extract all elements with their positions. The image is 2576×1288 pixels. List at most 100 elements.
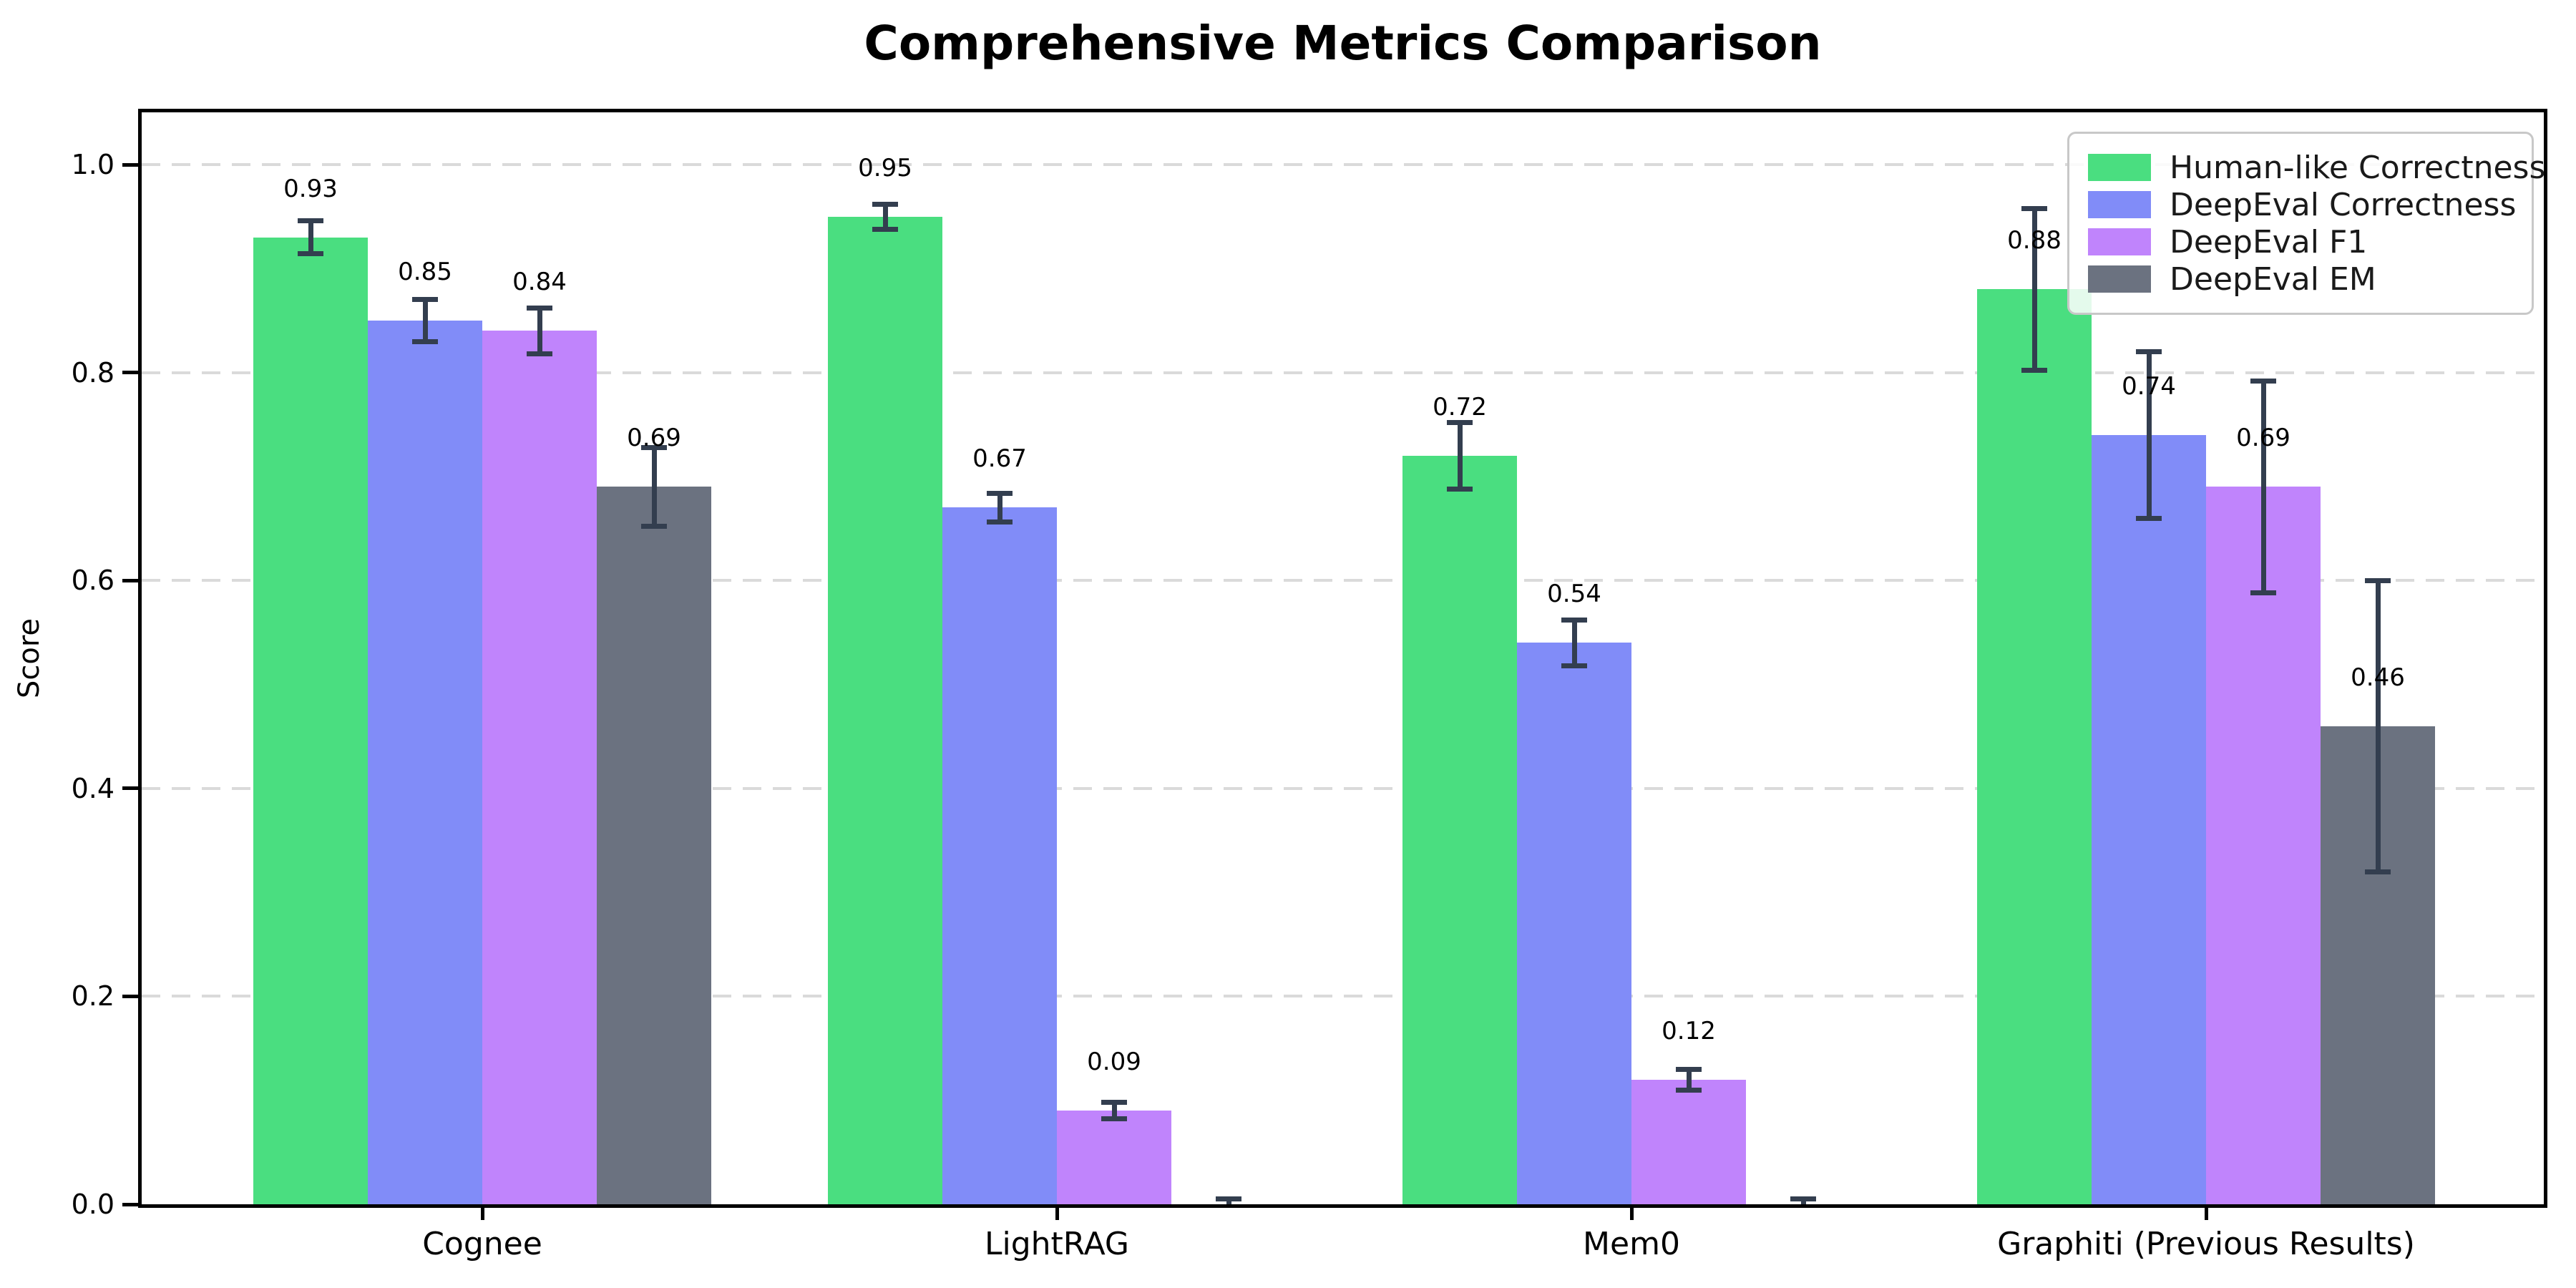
y-gridline	[142, 371, 2544, 374]
bar	[1057, 1111, 1171, 1204]
legend-entry-label: DeepEval EM	[2170, 260, 2376, 298]
error-bar-cap-top	[872, 201, 898, 207]
legend: Human-like Correctness DeepEval Correctne…	[2067, 132, 2545, 315]
error-bar-cap-top	[987, 490, 1013, 496]
bar	[1517, 643, 1631, 1204]
bar-value-label: 0.09	[1087, 1048, 1141, 1077]
error-bar-cap-bottom	[2250, 590, 2276, 596]
y-tick-label: 0.4	[71, 772, 114, 804]
error-bar	[1571, 620, 1577, 666]
bar	[1402, 455, 1517, 1204]
error-bar-cap-bottom	[641, 524, 667, 530]
legend-entry-label: Human-like Correctness	[2170, 149, 2546, 186]
error-bar-cap-top	[1101, 1100, 1127, 1106]
legend-entry: DeepEval Correctness	[2088, 187, 2516, 223]
error-bar	[651, 447, 657, 527]
error-bar	[2031, 208, 2037, 371]
error-bar	[882, 204, 888, 230]
legend-entry: DeepEval F1	[2088, 223, 2513, 260]
error-bar-cap-top	[2136, 349, 2162, 355]
bar	[482, 331, 597, 1204]
x-tick-mark	[1055, 1204, 1059, 1220]
y-tick-mark	[122, 578, 138, 582]
error-bar	[1800, 1199, 1806, 1204]
error-bar-cap-top	[2365, 577, 2391, 583]
chart-title: Comprehensive Metrics Comparison	[864, 16, 1822, 71]
error-bar-cap-bottom	[527, 351, 552, 356]
x-tick-mark	[1629, 1204, 1634, 1220]
bar-value-label: 0.46	[2351, 663, 2405, 692]
error-bar-cap-top	[1447, 419, 1473, 425]
y-tick-mark	[122, 162, 138, 167]
error-bar-cap-bottom	[1101, 1116, 1127, 1122]
y-tick-label: 0.0	[71, 1189, 114, 1220]
bar	[942, 507, 1057, 1204]
bar	[1631, 1079, 1746, 1204]
error-bar-cap-top	[1216, 1196, 1241, 1202]
y-tick-mark	[122, 786, 138, 791]
error-bar-cap-bottom	[298, 251, 323, 257]
error-bar-cap-top	[1790, 1196, 1816, 1202]
legend-swatch	[2088, 191, 2151, 218]
x-tick-label: Mem0	[1583, 1226, 1680, 1262]
bar	[253, 237, 368, 1204]
bar-value-label: 0.69	[2236, 424, 2290, 453]
error-bar	[308, 220, 313, 254]
error-bar-cap-bottom	[2021, 368, 2047, 374]
bar	[368, 320, 482, 1204]
bar-value-label: 0.88	[2007, 226, 2062, 255]
error-bar	[1226, 1199, 1231, 1204]
error-bar	[997, 493, 1002, 522]
legend-entry: DeepEval EM	[2088, 260, 2513, 298]
y-gridline	[142, 163, 2544, 166]
legend-swatch	[2088, 265, 2151, 293]
bar	[2092, 434, 2206, 1204]
bar	[2206, 487, 2321, 1204]
y-tick-label: 0.2	[71, 980, 114, 1013]
error-bar-cap-top	[527, 306, 552, 311]
x-tick-label: Graphiti (Previous Results)	[1997, 1226, 2415, 1262]
bar-value-label: 0.74	[2122, 371, 2176, 401]
legend-entry-label: DeepEval F1	[2170, 223, 2368, 260]
error-bar	[422, 299, 428, 341]
error-bar-cap-bottom	[1561, 663, 1587, 668]
bar-value-label: 0.12	[1662, 1016, 1716, 1045]
error-bar-cap-bottom	[872, 226, 898, 232]
error-bar-cap-top	[641, 444, 667, 450]
y-tick-mark	[122, 994, 138, 998]
error-bar-cap-top	[1561, 617, 1587, 623]
y-tick-label: 1.0	[71, 149, 114, 180]
legend-swatch	[2088, 228, 2151, 255]
error-bar-cap-bottom	[987, 519, 1013, 525]
y-tick-label: 0.6	[71, 565, 114, 597]
bar-value-label: 0.72	[1433, 392, 1487, 421]
error-bar	[2375, 580, 2381, 872]
error-bar	[2146, 351, 2152, 518]
y-gridline	[142, 995, 2544, 998]
error-bar-cap-top	[1676, 1066, 1702, 1072]
error-bar-cap-top	[298, 218, 323, 223]
error-bar-cap-bottom	[2365, 869, 2391, 874]
y-gridline	[142, 579, 2544, 582]
x-tick-mark	[2204, 1204, 2208, 1220]
x-tick-mark	[480, 1204, 484, 1220]
y-axis-label: Score	[13, 618, 46, 699]
error-bar-cap-bottom	[1676, 1087, 1702, 1093]
bar	[597, 487, 711, 1204]
y-gridline	[142, 786, 2544, 790]
error-bar-cap-top	[412, 297, 438, 303]
bar	[1977, 289, 2092, 1204]
error-bar-cap-bottom	[1447, 486, 1473, 492]
bar-value-label: 0.85	[398, 257, 452, 286]
bar-value-label: 0.95	[858, 153, 912, 182]
bar-value-label: 0.84	[512, 268, 567, 297]
bar-value-label: 0.54	[1547, 580, 1601, 609]
error-bar-cap-bottom	[412, 338, 438, 344]
bar-value-label: 0.93	[283, 174, 338, 203]
error-bar-cap-bottom	[2136, 515, 2162, 521]
error-bar	[1111, 1102, 1117, 1119]
error-bar-cap-top	[2250, 378, 2276, 384]
bar-value-label: 0.69	[627, 424, 681, 453]
error-bar	[2260, 381, 2266, 593]
